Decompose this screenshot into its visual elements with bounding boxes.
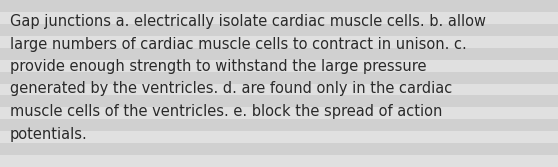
Text: provide enough strength to withstand the large pressure: provide enough strength to withstand the… xyxy=(10,59,426,74)
Bar xyxy=(0,0,558,12)
Text: muscle cells of the ventricles. e. block the spread of action: muscle cells of the ventricles. e. block… xyxy=(10,104,442,119)
Bar xyxy=(0,60,558,72)
Bar xyxy=(0,48,558,60)
Bar xyxy=(0,36,558,48)
Bar xyxy=(0,143,558,155)
Bar xyxy=(0,12,558,24)
Bar xyxy=(0,24,558,36)
Text: potentials.: potentials. xyxy=(10,126,88,141)
Bar xyxy=(0,107,558,119)
Text: generated by the ventricles. d. are found only in the cardiac: generated by the ventricles. d. are foun… xyxy=(10,81,452,97)
Bar xyxy=(0,95,558,107)
Bar xyxy=(0,72,558,84)
Bar xyxy=(0,131,558,143)
Text: large numbers of cardiac muscle cells to contract in unison. c.: large numbers of cardiac muscle cells to… xyxy=(10,37,466,51)
Text: Gap junctions a. electrically isolate cardiac muscle cells. b. allow: Gap junctions a. electrically isolate ca… xyxy=(10,14,486,29)
Bar xyxy=(0,119,558,131)
Bar xyxy=(0,155,558,167)
Bar xyxy=(0,84,558,95)
